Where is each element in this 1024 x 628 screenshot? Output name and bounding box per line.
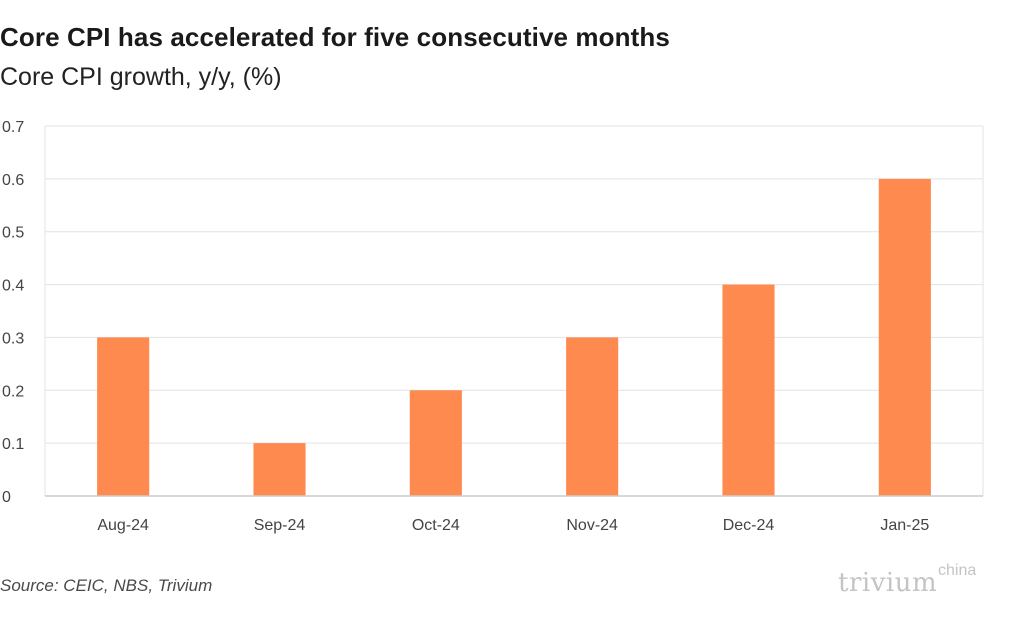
y-tick-label: 0.2 — [2, 383, 24, 400]
x-tick-label: Sep-24 — [254, 517, 306, 534]
logo-wordmark: trivium — [838, 568, 938, 598]
y-tick-label: 0.5 — [2, 225, 24, 242]
trivium-china-logo: trivium china — [838, 562, 998, 602]
logo-superscript: china — [938, 562, 977, 579]
gridlines — [45, 125, 983, 444]
x-tick-label: Nov-24 — [566, 517, 618, 534]
chart-title: Core CPI has accelerated for five consec… — [0, 22, 670, 52]
bar-jan-25 — [878, 178, 931, 496]
y-tick-label: 0.1 — [2, 436, 24, 453]
bar-oct-24 — [409, 390, 462, 496]
bar-chart: 0 0.1 0.2 0.3 0.4 0.5 0.6 0.7 Aug-24 Sep-24 Oct-24… — [2, 119, 984, 534]
x-tick-label: Dec-24 — [723, 517, 775, 534]
bars — [97, 178, 931, 496]
y-tick-label: 0.4 — [2, 278, 24, 295]
bar-dec-24 — [722, 284, 775, 496]
bar-aug-24 — [97, 337, 150, 496]
y-tick-label: 0.3 — [2, 330, 24, 347]
x-tick-label: Oct-24 — [412, 517, 460, 534]
x-tick-label: Aug-24 — [97, 517, 149, 534]
bar-nov-24 — [566, 337, 619, 496]
bar-sep-24 — [253, 443, 306, 496]
y-tick-label: 0.7 — [2, 119, 24, 136]
chart-subtitle: Core CPI growth, y/y, (%) — [0, 63, 282, 91]
y-tick-label: 0 — [2, 489, 11, 506]
source-note: Source: CEIC, NBS, Trivium — [0, 576, 213, 595]
tick-labels: 0 0.1 0.2 0.3 0.4 0.5 0.6 0.7 Aug-24 Sep-24 Oct-24… — [2, 119, 929, 534]
x-tick-label: Jan-25 — [880, 517, 929, 534]
axes — [44, 126, 984, 497]
y-tick-label: 0.6 — [2, 172, 24, 189]
